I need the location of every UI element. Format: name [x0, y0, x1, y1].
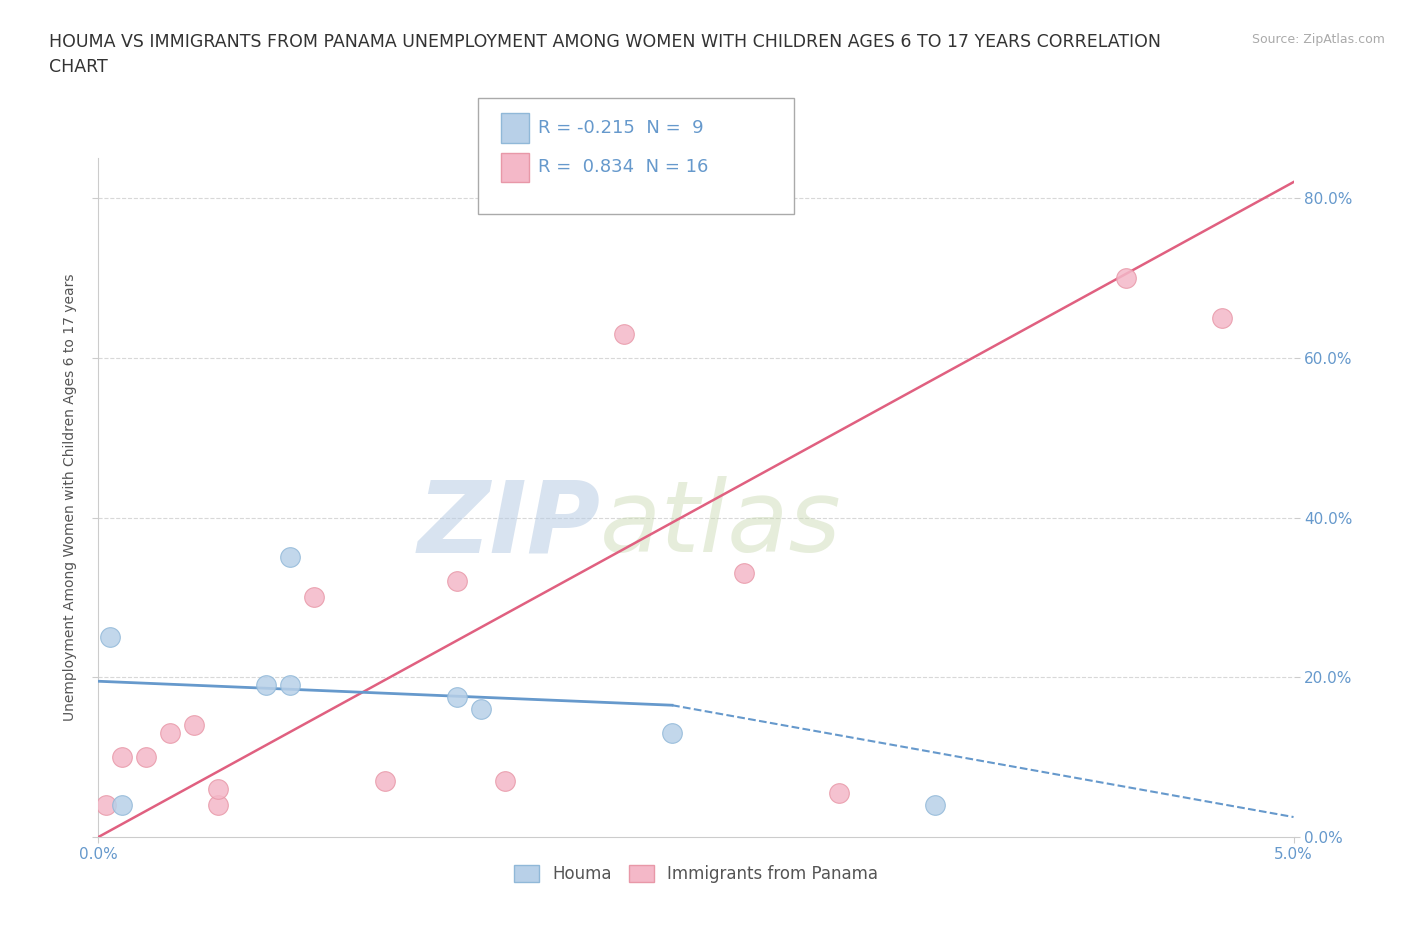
Point [494, 774, 516, 789]
Point [111, 798, 134, 813]
Point [446, 690, 468, 705]
Point [374, 774, 396, 789]
Point [828, 786, 851, 801]
Point [100, 630, 122, 644]
Point [207, 781, 229, 796]
Point [159, 725, 181, 740]
Y-axis label: Unemployment Among Women with Children Ages 6 to 17 years: Unemployment Among Women with Children A… [63, 273, 77, 722]
Point [207, 798, 229, 813]
Point [94, 798, 117, 813]
Point [302, 590, 325, 604]
Point [135, 750, 157, 764]
Point [446, 574, 468, 589]
Text: atlas: atlas [600, 476, 842, 573]
Point [1115, 271, 1137, 286]
Point [613, 326, 636, 341]
Point [924, 798, 946, 813]
Text: HOUMA VS IMMIGRANTS FROM PANAMA UNEMPLOYMENT AMONG WOMEN WITH CHILDREN AGES 6 TO: HOUMA VS IMMIGRANTS FROM PANAMA UNEMPLOY… [49, 33, 1161, 75]
Point [254, 678, 277, 693]
Text: Source: ZipAtlas.com: Source: ZipAtlas.com [1251, 33, 1385, 46]
Point [470, 702, 492, 717]
Point [278, 550, 301, 565]
Point [661, 725, 683, 740]
Point [733, 566, 755, 581]
Point [1211, 311, 1233, 325]
Legend: Houma, Immigrants from Panama: Houma, Immigrants from Panama [508, 858, 884, 890]
Text: ZIP: ZIP [418, 476, 600, 573]
Point [183, 718, 205, 733]
Point [111, 750, 134, 764]
Point [278, 678, 301, 693]
Text: R = -0.215  N =  9: R = -0.215 N = 9 [538, 119, 704, 138]
Text: R =  0.834  N = 16: R = 0.834 N = 16 [538, 158, 709, 177]
